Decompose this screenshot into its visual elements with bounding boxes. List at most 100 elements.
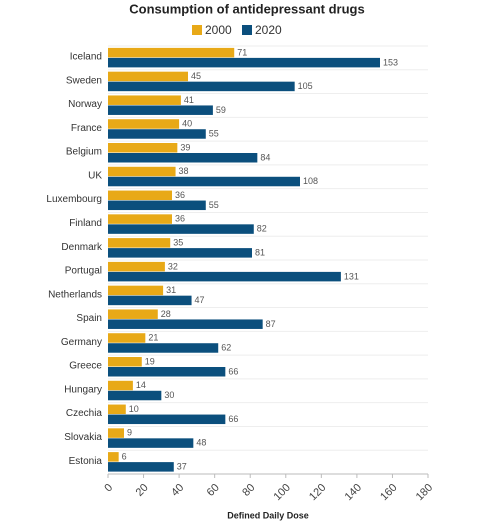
y-tick-label: UK — [88, 170, 102, 181]
data-label: 153 — [383, 57, 398, 67]
data-label: 10 — [129, 404, 139, 414]
bar — [108, 129, 206, 139]
data-label: 21 — [148, 333, 158, 343]
bar — [108, 343, 219, 353]
bar — [108, 404, 126, 415]
x-tick-label: 40 — [169, 482, 186, 499]
bar — [108, 428, 124, 438]
data-label: 37 — [177, 461, 187, 471]
bar — [108, 462, 174, 472]
x-tick-label: 20 — [134, 482, 151, 499]
data-label: 41 — [184, 95, 194, 105]
data-label: 9 — [127, 428, 132, 438]
y-tick-label: Luxembourg — [46, 194, 102, 205]
y-tick-label: Czechia — [66, 408, 103, 419]
data-label: 40 — [182, 119, 192, 129]
data-label: 87 — [266, 319, 276, 329]
x-tick-label: 120 — [307, 482, 328, 503]
data-label: 36 — [175, 214, 185, 224]
bar — [108, 71, 188, 82]
data-label: 84 — [260, 152, 270, 162]
x-tick-label: 140 — [343, 482, 364, 503]
data-label: 14 — [136, 380, 146, 390]
data-label: 45 — [191, 71, 201, 81]
bar — [108, 271, 341, 282]
y-tick-label: France — [71, 123, 103, 134]
bar — [108, 357, 142, 367]
bar — [108, 224, 254, 234]
bar — [108, 238, 171, 248]
bar — [108, 295, 192, 306]
data-label: 108 — [303, 176, 318, 186]
bar — [108, 143, 178, 153]
x-tick-label: 80 — [240, 482, 257, 499]
data-label: 59 — [216, 105, 226, 115]
data-label: 30 — [164, 390, 174, 400]
y-tick-label: Estonia — [69, 456, 103, 467]
bar — [108, 95, 181, 105]
bar — [108, 214, 172, 224]
bar — [108, 190, 172, 201]
data-label: 131 — [344, 271, 359, 281]
x-tick-label: 60 — [205, 482, 222, 499]
x-tick-label: 100 — [271, 482, 292, 503]
bar — [108, 119, 180, 129]
bar — [108, 57, 380, 68]
data-label: 38 — [179, 166, 189, 176]
bar — [108, 380, 133, 391]
bar — [108, 333, 146, 343]
data-label: 55 — [209, 200, 219, 210]
data-label: 71 — [237, 47, 247, 57]
bar — [108, 285, 164, 296]
data-label: 66 — [228, 366, 238, 376]
x-tick-label: 0 — [102, 482, 115, 495]
y-tick-label: Hungary — [64, 384, 102, 395]
bar — [108, 414, 226, 425]
data-label: 32 — [168, 261, 178, 271]
y-tick-label: Greece — [69, 361, 102, 372]
y-tick-label: Denmark — [61, 242, 103, 253]
bar — [108, 166, 176, 177]
y-tick-label: Norway — [68, 99, 102, 110]
bar — [108, 452, 119, 462]
data-label: 82 — [257, 224, 267, 234]
data-label: 35 — [173, 237, 183, 247]
data-label: 66 — [228, 414, 238, 424]
y-tick-label: Netherlands — [48, 289, 102, 300]
bar — [108, 200, 206, 211]
bar — [108, 261, 165, 272]
bar — [108, 81, 295, 92]
data-label: 48 — [196, 438, 206, 448]
chart-title: Consumption of antidepressant drugs — [129, 1, 364, 16]
bar — [108, 319, 263, 329]
bar — [108, 176, 300, 187]
y-tick-label: Slovakia — [64, 432, 102, 443]
data-label: 31 — [166, 285, 176, 295]
data-label: 6 — [122, 451, 127, 461]
bar — [108, 390, 162, 401]
y-tick-label: Spain — [76, 313, 102, 324]
data-label: 55 — [209, 129, 219, 139]
y-tick-label: Finland — [69, 218, 102, 229]
y-tick-label: Portugal — [65, 266, 102, 277]
bar — [108, 105, 213, 115]
data-label: 19 — [145, 356, 155, 366]
data-label: 47 — [195, 295, 205, 305]
y-tick-label: Sweden — [66, 75, 102, 86]
legend-swatch — [192, 25, 202, 35]
y-tick-label: Belgium — [66, 147, 102, 158]
bar — [108, 47, 235, 58]
x-axis-title: Defined Daily Dose — [227, 510, 309, 520]
y-tick-label: Iceland — [70, 52, 102, 63]
legend-swatch — [242, 25, 252, 35]
legend-label: 2020 — [255, 23, 282, 37]
x-tick-label: 160 — [378, 482, 399, 503]
data-label: 81 — [255, 247, 265, 257]
data-label: 62 — [221, 343, 231, 353]
bar — [108, 438, 194, 448]
data-label: 39 — [180, 142, 190, 152]
y-tick-label: Germany — [61, 337, 102, 348]
data-label: 36 — [175, 190, 185, 200]
legend-label: 2000 — [205, 23, 232, 37]
